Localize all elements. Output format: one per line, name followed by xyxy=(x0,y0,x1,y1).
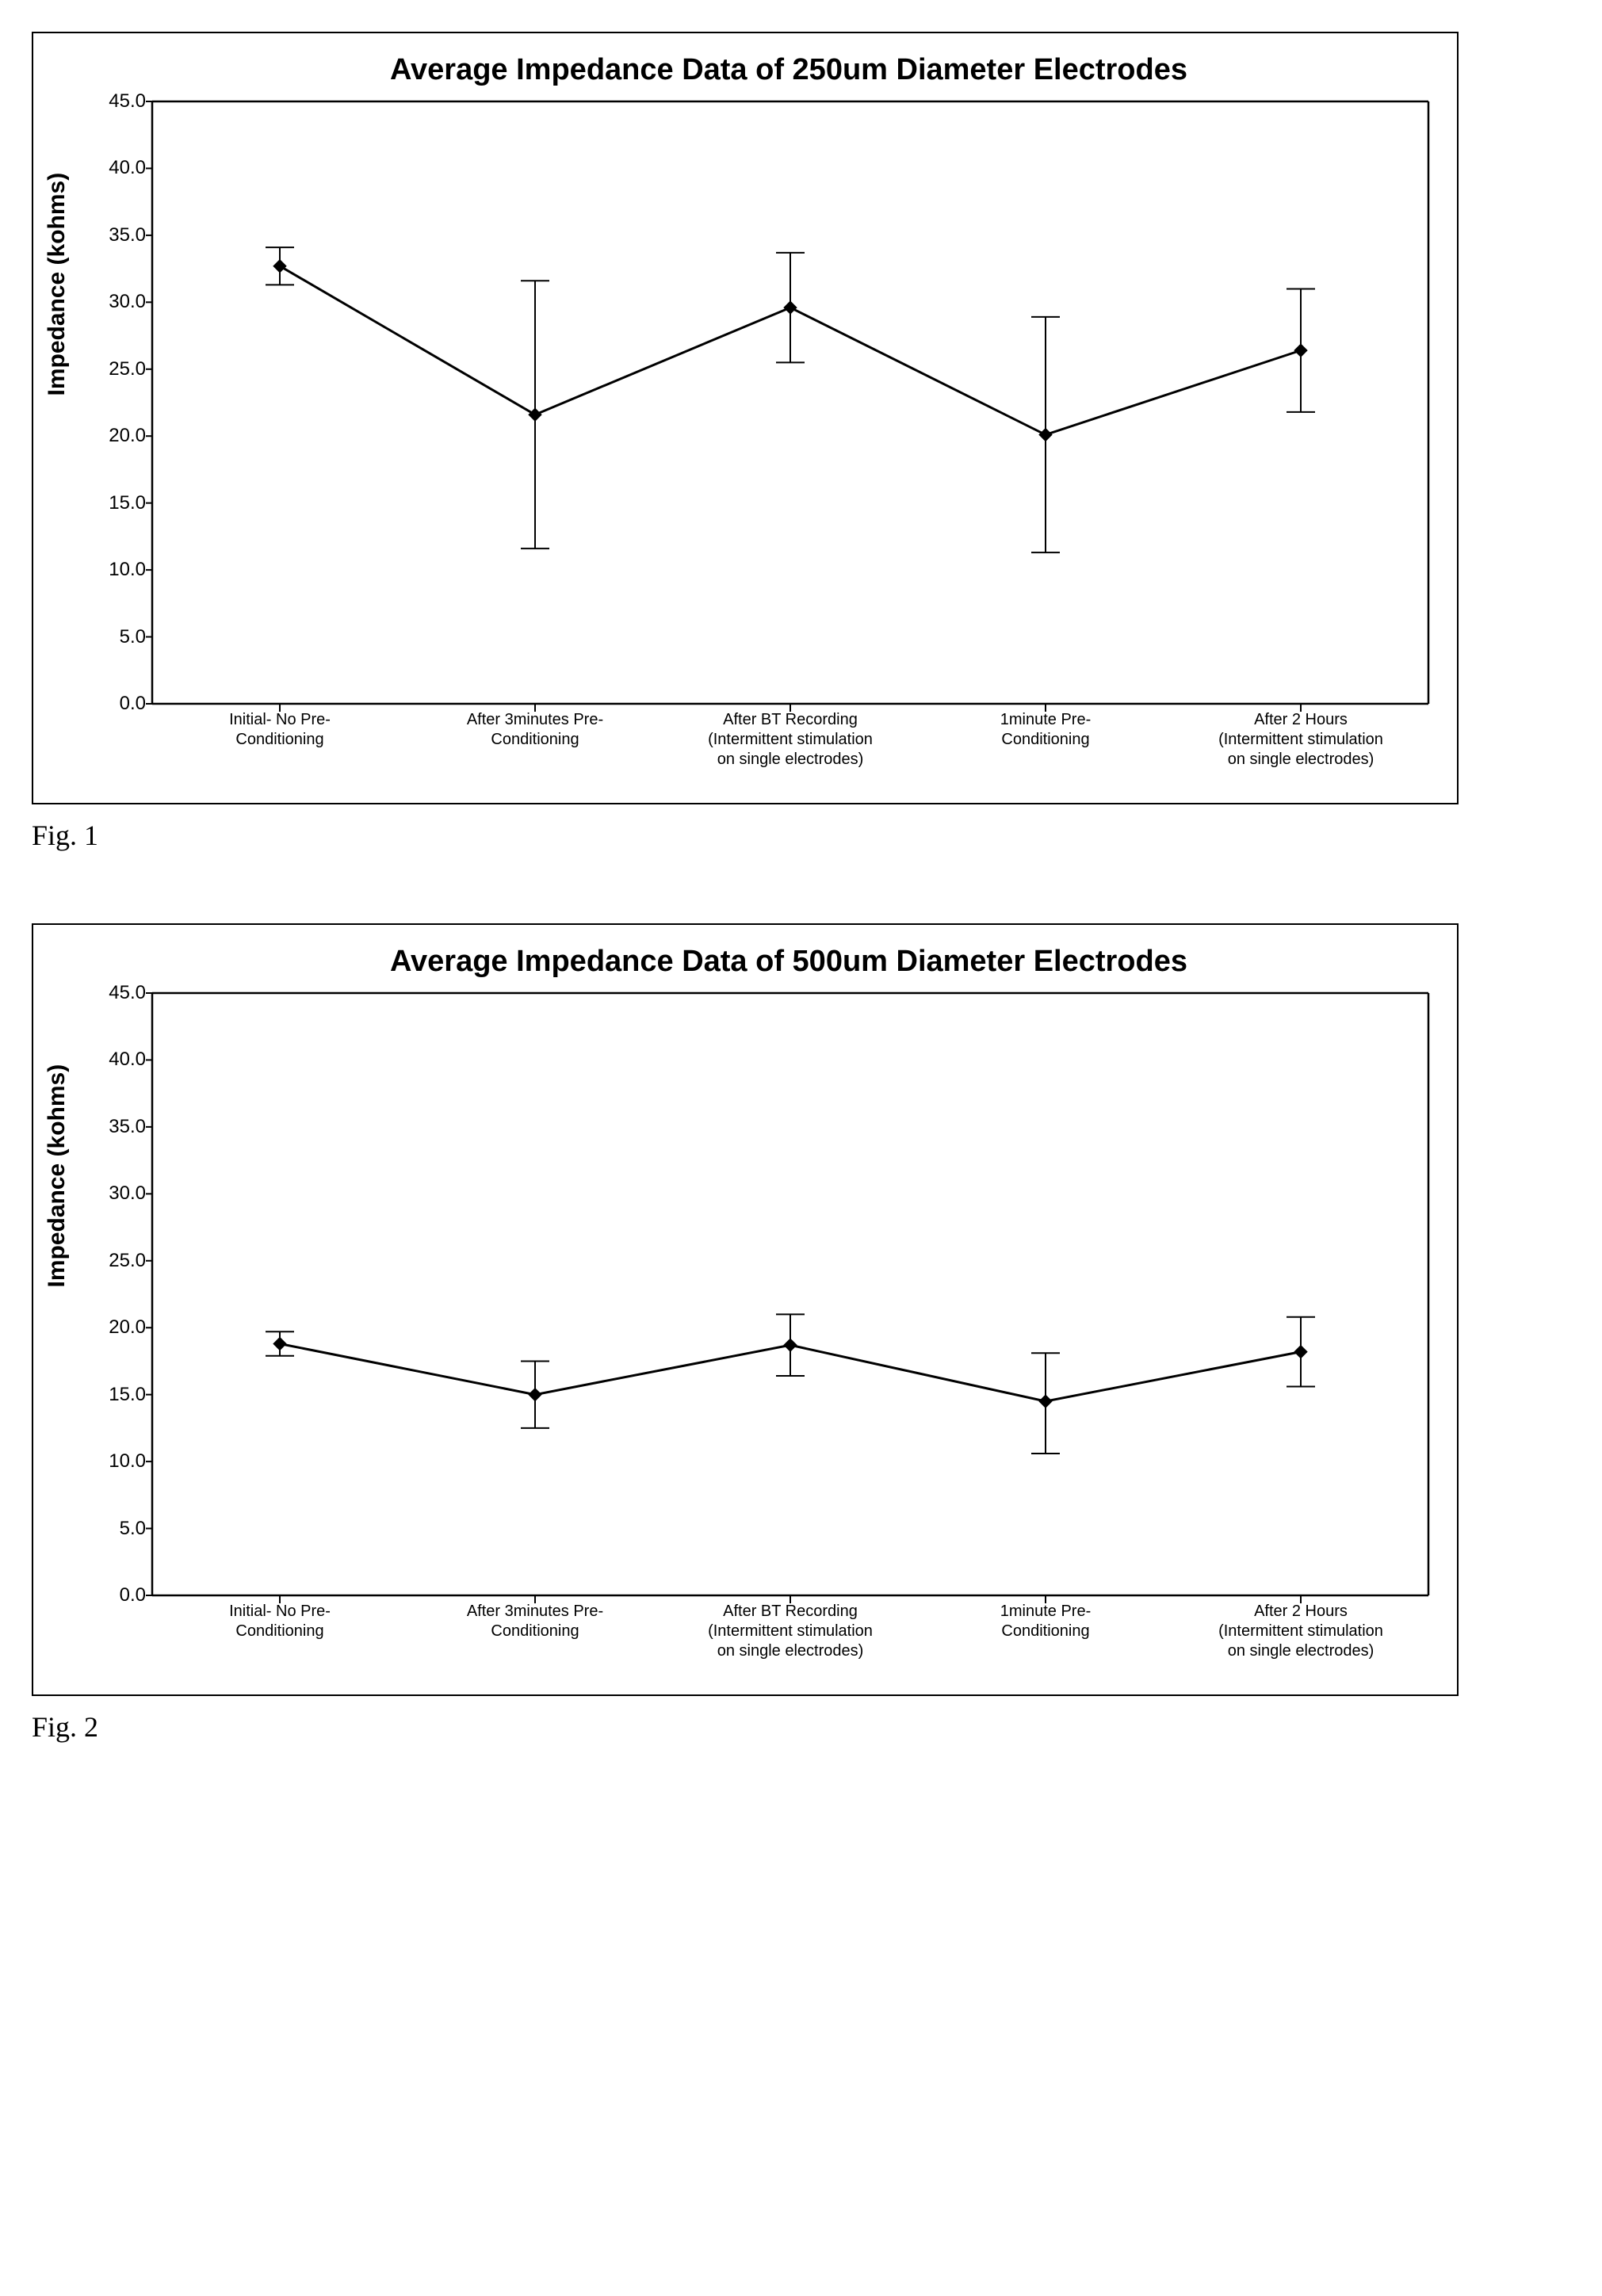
figure-caption: Fig. 2 xyxy=(32,1710,1570,1744)
y-tick-label: 35.0 xyxy=(109,1116,146,1138)
y-tick-label: 45.0 xyxy=(109,982,146,1004)
chart-title: Average Impedance Data of 250um Diameter… xyxy=(57,53,1433,87)
x-tick-label: Initial- No Pre-Conditioning xyxy=(152,1602,407,1661)
chart-body: Impedance (kohms)0.05.010.015.020.025.03… xyxy=(57,101,1433,704)
chart-container: Average Impedance Data of 250um Diameter… xyxy=(32,32,1459,804)
y-tick-label: 15.0 xyxy=(109,1384,146,1406)
plot-area: 0.05.010.015.020.025.030.035.040.045.0In… xyxy=(152,993,1428,1595)
y-tick-label: 10.0 xyxy=(109,1450,146,1473)
chart-svg xyxy=(152,101,1428,704)
x-tick-label: 1minute Pre-Conditioning xyxy=(918,710,1173,770)
y-tick-label: 0.0 xyxy=(120,693,146,715)
chart-body: Impedance (kohms)0.05.010.015.020.025.03… xyxy=(57,993,1433,1595)
data-marker xyxy=(784,1339,797,1351)
figure-block-2: Average Impedance Data of 500um Diameter… xyxy=(32,923,1570,1744)
y-tick-label: 35.0 xyxy=(109,224,146,246)
y-tick-label: 30.0 xyxy=(109,1182,146,1205)
y-tick-label: 30.0 xyxy=(109,291,146,313)
chart-container: Average Impedance Data of 500um Diameter… xyxy=(32,923,1459,1696)
y-tick-label: 40.0 xyxy=(109,1049,146,1071)
data-marker xyxy=(784,301,797,314)
figure-block-1: Average Impedance Data of 250um Diameter… xyxy=(32,32,1570,852)
y-tick-label: 15.0 xyxy=(109,492,146,514)
data-marker xyxy=(1039,429,1052,441)
chart-svg xyxy=(152,993,1428,1595)
data-marker xyxy=(273,1337,286,1350)
y-tick-label: 45.0 xyxy=(109,90,146,113)
y-axis-label: Impedance (kohms) xyxy=(44,173,71,396)
y-tick-label: 20.0 xyxy=(109,425,146,447)
x-tick-label: After 2 Hours(Intermittent stimulationon… xyxy=(1173,1602,1428,1661)
y-tick-label: 20.0 xyxy=(109,1316,146,1339)
x-tick-label: After BT Recording(Intermittent stimulat… xyxy=(663,1602,918,1661)
x-tick-labels: Initial- No Pre-ConditioningAfter 3minut… xyxy=(152,704,1428,770)
x-tick-labels: Initial- No Pre-ConditioningAfter 3minut… xyxy=(152,1595,1428,1661)
x-tick-label: 1minute Pre-Conditioning xyxy=(918,1602,1173,1661)
x-tick-label: After 3minutes Pre-Conditioning xyxy=(407,1602,663,1661)
y-axis-label: Impedance (kohms) xyxy=(44,1064,71,1288)
y-tick-label: 25.0 xyxy=(109,358,146,380)
figure-caption: Fig. 1 xyxy=(32,819,1570,852)
y-tick-labels: 0.05.010.015.020.025.030.035.040.045.0 xyxy=(97,993,152,1595)
data-marker xyxy=(1294,1346,1307,1358)
y-tick-label: 5.0 xyxy=(120,626,146,648)
data-marker xyxy=(273,260,286,273)
x-tick-label: After 3minutes Pre-Conditioning xyxy=(407,710,663,770)
data-marker xyxy=(529,1389,541,1401)
data-marker xyxy=(1039,1395,1052,1408)
data-marker xyxy=(1294,344,1307,357)
y-tick-label: 0.0 xyxy=(120,1584,146,1606)
x-tick-label: After BT Recording(Intermittent stimulat… xyxy=(663,710,918,770)
x-tick-label: After 2 Hours(Intermittent stimulationon… xyxy=(1173,710,1428,770)
y-tick-label: 10.0 xyxy=(109,559,146,581)
y-tick-label: 25.0 xyxy=(109,1250,146,1272)
x-tick-label: Initial- No Pre-Conditioning xyxy=(152,710,407,770)
plot-area: 0.05.010.015.020.025.030.035.040.045.0In… xyxy=(152,101,1428,704)
data-marker xyxy=(529,408,541,421)
y-tick-label: 5.0 xyxy=(120,1518,146,1540)
chart-title: Average Impedance Data of 500um Diameter… xyxy=(57,945,1433,979)
y-tick-label: 40.0 xyxy=(109,157,146,179)
y-tick-labels: 0.05.010.015.020.025.030.035.040.045.0 xyxy=(97,101,152,704)
